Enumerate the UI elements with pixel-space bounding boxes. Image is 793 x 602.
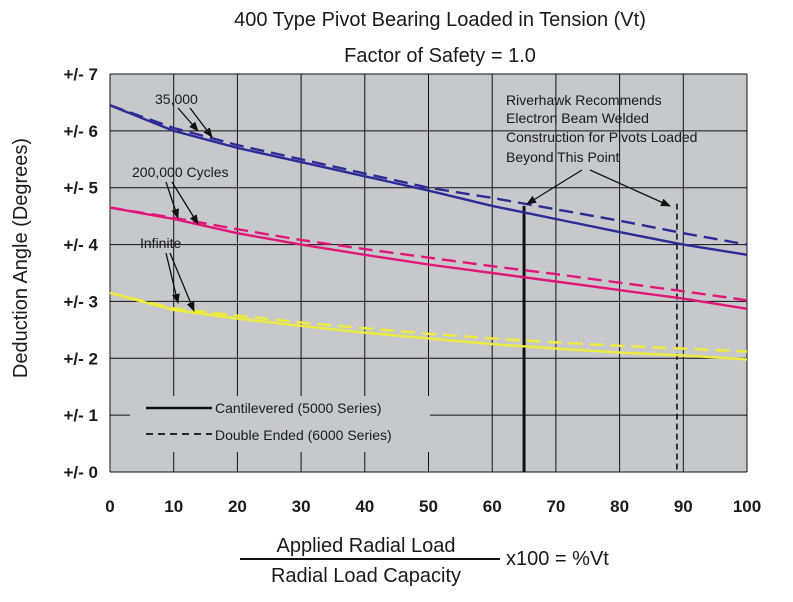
- y-tick-label-6: +/- 6: [64, 122, 99, 141]
- y-tick-labels: +/- 0 +/- 1 +/- 2 +/- 3 +/- 4 +/- 5 +/- 6 +/- 7: [64, 65, 99, 482]
- annotation-line-1: Riverhawk Recommends: [506, 92, 662, 108]
- chart: 400 Type Pivot Bearing Loaded in Tension…: [0, 0, 793, 602]
- y-tick-label-2: +/- 2: [64, 349, 99, 368]
- legend-label-cantilevered: Cantilevered (5000 Series): [215, 400, 382, 416]
- x-tick-label-90: 90: [674, 497, 693, 516]
- curve-label-200000: 200,000 Cycles: [132, 164, 229, 180]
- formula-suffix: x100 = %Vt: [506, 548, 609, 570]
- x-tick-label-70: 70: [546, 497, 565, 516]
- curve-label-35000: 35,000: [155, 91, 198, 107]
- x-tick-label-20: 20: [228, 497, 247, 516]
- x-tick-label-50: 50: [419, 497, 438, 516]
- y-tick-label-0: +/- 0: [64, 463, 99, 482]
- x-tick-labels: 0 10 20 30 40 50 60 70 80 90 100: [105, 497, 761, 516]
- y-tick-label-1: +/- 1: [64, 406, 99, 425]
- y-tick-label-4: +/- 4: [64, 236, 99, 255]
- annotation-line-2: Electron Beam Welded: [506, 110, 649, 126]
- annotation-line-4: Beyond This Point: [506, 149, 619, 165]
- x-tick-label-40: 40: [355, 497, 374, 516]
- curve-label-infinite: Infinite: [140, 235, 181, 251]
- formula-denominator: Radial Load Capacity: [271, 565, 461, 587]
- y-tick-label-5: +/- 5: [64, 179, 99, 198]
- formula-numerator: Applied Radial Load: [276, 535, 455, 557]
- legend: Cantilevered (5000 Series) Double Ended …: [130, 396, 430, 452]
- y-axis-label: Deduction Angle (Degrees): [10, 138, 32, 378]
- x-tick-label-80: 80: [610, 497, 629, 516]
- x-tick-label-0: 0: [105, 497, 114, 516]
- x-tick-label-30: 30: [292, 497, 311, 516]
- annotation-line-3: Construction for Pivots Loaded: [506, 129, 697, 145]
- y-tick-label-3: +/- 3: [64, 292, 99, 311]
- y-tick-label-7: +/- 7: [64, 65, 99, 84]
- x-tick-label-10: 10: [164, 497, 183, 516]
- x-tick-label-60: 60: [483, 497, 502, 516]
- x-axis-formula: Applied Radial Load Radial Load Capacity…: [240, 535, 609, 587]
- chart-title: 400 Type Pivot Bearing Loaded in Tension…: [234, 9, 646, 31]
- legend-label-double-ended: Double Ended (6000 Series): [215, 427, 392, 443]
- x-tick-label-100: 100: [733, 497, 761, 516]
- chart-subtitle: Factor of Safety = 1.0: [344, 45, 536, 67]
